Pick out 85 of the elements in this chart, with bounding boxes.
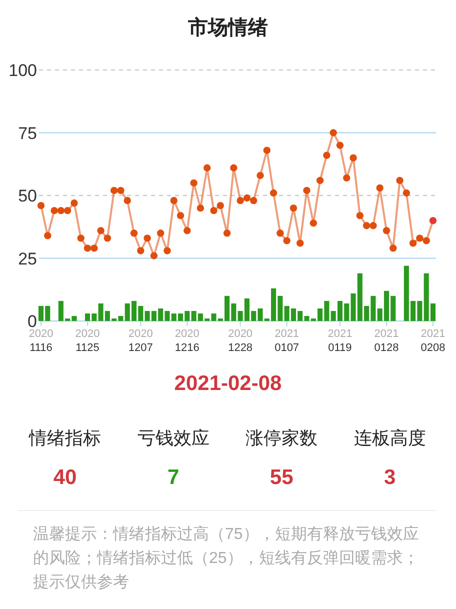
point [144, 234, 151, 242]
point [97, 227, 104, 234]
point [276, 230, 284, 237]
point [124, 196, 131, 204]
x-tick-label: 2021 0119 [328, 328, 352, 354]
point [170, 196, 178, 204]
point [164, 247, 171, 254]
y-tick-label: 0 [28, 312, 37, 331]
point [190, 179, 198, 187]
text: 2021-02-08 [173, 372, 283, 396]
y-tick-label: 100 [8, 61, 37, 80]
y-tick-label: 50 [18, 186, 37, 206]
point [323, 152, 330, 159]
point [176, 212, 184, 220]
point [283, 237, 290, 244]
point [343, 174, 350, 182]
point [396, 176, 404, 184]
point [150, 252, 158, 260]
x-tick-label: 2020 1125 [75, 328, 100, 354]
category-label: 涨停家数 [244, 427, 319, 450]
point [37, 202, 45, 210]
point [390, 244, 397, 252]
point [429, 217, 437, 224]
point [216, 202, 224, 210]
point [370, 222, 377, 230]
point [376, 184, 384, 192]
point [416, 234, 424, 242]
point [330, 129, 337, 136]
point [117, 186, 124, 194]
point [350, 154, 357, 162]
point [230, 164, 238, 172]
data-label: 55 [268, 466, 294, 490]
point [137, 247, 144, 254]
chart-title: 市场情绪 [187, 16, 268, 39]
text: 温馨提示：情绪指标过高（75），短期有释放亏钱效应的风险；情绪指标过低（25），短线有反弹回暖需求；提示仅供参考 [33, 524, 420, 593]
point [382, 227, 390, 234]
y-tick-label: 25 [18, 249, 37, 268]
x-tick-label: 2021 0107 [274, 328, 300, 354]
point [90, 244, 98, 252]
point [64, 206, 72, 214]
point [204, 164, 211, 172]
point [70, 199, 78, 207]
point [310, 220, 318, 227]
point [130, 230, 138, 237]
x-tick-label: 2021 0128 [374, 328, 399, 354]
x-tick-label: 2020 1228 [228, 328, 253, 354]
y-tick-label: 75 [18, 124, 37, 143]
data-label: 3 [383, 466, 397, 490]
point [256, 172, 264, 180]
point [362, 222, 370, 230]
category-label: 连板高度 [352, 427, 427, 450]
data-label: 40 [52, 466, 78, 490]
point [422, 237, 430, 244]
point [44, 232, 52, 240]
point [250, 196, 258, 204]
point [57, 206, 65, 214]
point [156, 230, 164, 237]
point [243, 194, 251, 202]
point [184, 227, 191, 234]
point [210, 206, 218, 214]
point [409, 240, 417, 247]
point [50, 206, 58, 214]
point [270, 189, 278, 197]
point [356, 212, 364, 220]
point [110, 186, 118, 194]
point [223, 230, 231, 237]
point [402, 189, 410, 197]
point [104, 234, 112, 242]
category-label: 亏钱效应 [136, 427, 210, 450]
data-label: 7 [166, 466, 180, 490]
x-tick-label: 2020 1207 [128, 328, 153, 354]
x-tick-label: 2020 1116 [28, 328, 54, 354]
point [336, 142, 344, 149]
point [236, 196, 244, 204]
point [196, 204, 204, 212]
category-label: 情绪指标 [28, 427, 102, 450]
x-tick-label: 2021 0208 [420, 328, 446, 354]
point [303, 186, 310, 194]
point [77, 234, 84, 242]
point [290, 204, 298, 212]
point [296, 240, 304, 247]
point [316, 176, 324, 184]
point [263, 146, 270, 154]
point [84, 244, 92, 252]
x-tick-label: 2020 1216 [174, 328, 200, 354]
